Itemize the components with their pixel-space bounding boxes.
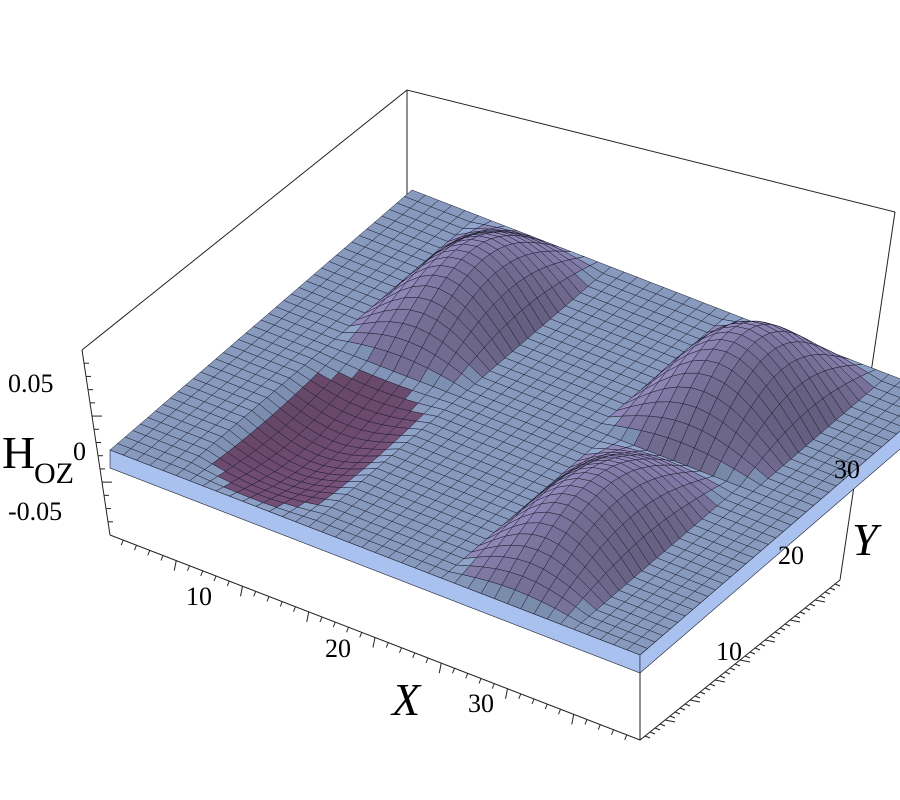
- y-tick: [669, 715, 676, 719]
- y-tick: [824, 591, 831, 595]
- z-axis-label: H OZ: [2, 427, 74, 490]
- x-tick: [147, 550, 151, 556]
- x-tick: [120, 539, 124, 546]
- y-tick: [789, 619, 801, 623]
- x-tick: [412, 652, 416, 659]
- z-tick-label-0.05: 0.05: [8, 369, 54, 398]
- x-tick: [505, 688, 508, 699]
- z-axis-label-main: H: [2, 427, 35, 478]
- x-tick: [438, 663, 442, 674]
- y-tick: [744, 655, 751, 659]
- x-tick-label-30: 30: [468, 689, 494, 718]
- x-tick: [518, 693, 522, 700]
- y-tick: [719, 675, 726, 679]
- x-tick: [240, 586, 243, 597]
- y-tick: [724, 671, 731, 675]
- x-tick: [425, 657, 429, 664]
- y-tick: [659, 723, 666, 727]
- y-tick: [799, 611, 806, 615]
- y-tick-label-10: 10: [716, 637, 742, 666]
- y-tick: [754, 647, 761, 651]
- y-tick: [679, 707, 686, 711]
- y-axis-label: Y: [852, 514, 882, 565]
- x-tick: [558, 709, 561, 715]
- x-tick: [531, 698, 535, 705]
- x-tick: [173, 560, 177, 571]
- x-tick: [624, 734, 628, 741]
- x-tick: [187, 565, 190, 571]
- y-tick: [714, 679, 726, 683]
- y-tick: [749, 651, 756, 655]
- y-tick: [759, 643, 766, 647]
- x-tick: [134, 545, 137, 551]
- surface-mesh: [109, 189, 900, 674]
- x-tick: [266, 596, 270, 602]
- y-tick: [814, 599, 826, 603]
- x-tick: [332, 621, 336, 628]
- y-tick: [684, 703, 691, 707]
- y-tick: [649, 731, 656, 735]
- x-tick: [279, 601, 283, 607]
- x-tick-label-10: 10: [186, 582, 212, 611]
- y-tick: [769, 635, 776, 639]
- y-tick: [664, 719, 676, 723]
- y-tick: [704, 687, 711, 691]
- x-tick: [359, 632, 363, 638]
- y-tick: [779, 627, 786, 631]
- x-tick: [452, 668, 455, 674]
- y-tick: [674, 711, 681, 715]
- y-tick: [734, 663, 741, 667]
- x-axis-label: X: [390, 674, 422, 725]
- x-tick: [226, 580, 230, 587]
- y-tick: [794, 615, 801, 619]
- x-tick: [306, 611, 310, 622]
- x-tick: [319, 616, 323, 623]
- y-tick: [694, 695, 701, 699]
- z-tick-label--0.05: -0.05: [8, 497, 62, 526]
- z-tick-label-0: 0: [73, 437, 86, 466]
- x-tick: [160, 555, 164, 561]
- y-tick: [804, 607, 811, 611]
- x-tick: [385, 642, 389, 648]
- x-tick: [253, 591, 257, 597]
- y-tick: [774, 631, 781, 635]
- y-tick-label-30: 30: [834, 455, 860, 484]
- y-tick: [699, 691, 706, 695]
- y-tick: [739, 659, 751, 663]
- x-tick-label-20: 20: [325, 634, 351, 663]
- y-tick: [644, 735, 651, 739]
- tick-marks: [84, 362, 841, 741]
- y-tick: [809, 603, 816, 607]
- y-tick: [784, 623, 791, 627]
- y-tick: [764, 639, 776, 643]
- x-tick: [491, 683, 495, 689]
- x-tick: [478, 678, 482, 684]
- z-axis-label-subscript: OZ: [34, 457, 74, 490]
- x-tick: [213, 575, 217, 582]
- x-tick: [200, 570, 204, 577]
- bounding-box: [81, 89, 896, 741]
- y-tick: [709, 683, 716, 687]
- y-tick: [829, 587, 836, 591]
- y-tick: [819, 595, 826, 599]
- x-tick: [346, 627, 349, 633]
- x-tick: [372, 637, 376, 648]
- y-tick: [729, 667, 736, 671]
- y-tick-label-20: 20: [778, 541, 804, 570]
- x-tick: [611, 729, 614, 735]
- x-tick: [544, 703, 548, 710]
- x-tick: [399, 647, 402, 653]
- x-tick: [597, 724, 601, 730]
- y-tick: [689, 699, 701, 703]
- y-tick: [834, 583, 841, 587]
- x-tick: [465, 673, 469, 679]
- x-tick: [584, 719, 588, 725]
- right-edge-wall: [639, 430, 900, 674]
- x-tick: [293, 606, 296, 612]
- x-tick: [571, 714, 575, 725]
- y-tick: [654, 727, 661, 731]
